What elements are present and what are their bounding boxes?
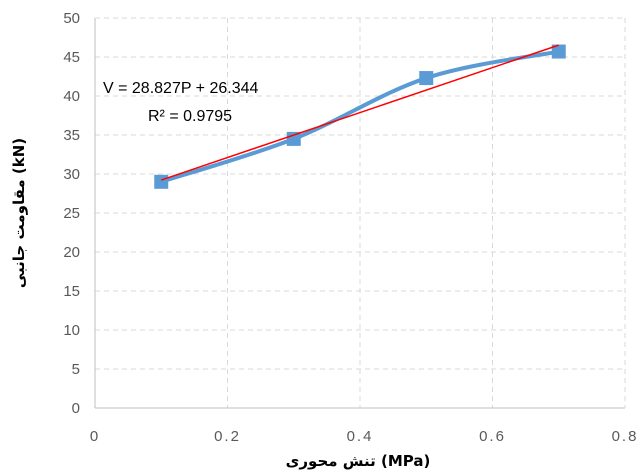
trendline-equation: V = 28.827P + 26.344 [103, 80, 259, 97]
y-axis-title: مقاومت جانبی (kN) [10, 138, 28, 288]
x-tick-label: 0.2 [214, 428, 241, 445]
y-tick-label: 30 [63, 166, 80, 183]
trendline [161, 44, 559, 181]
x-tick-label: 0 [90, 428, 100, 445]
x-tick-labels: 0 0.2 0.4 0.6 0.8 [90, 428, 639, 445]
data-point-marker [286, 131, 301, 146]
y-tick-label: 10 [63, 322, 80, 339]
y-tick-label: 5 [72, 361, 80, 378]
x-tick-label: 0.6 [479, 428, 506, 445]
x-axis-title: تنش محوری (MPa) [286, 452, 431, 470]
data-point-marker [551, 44, 566, 59]
grid [94, 17, 626, 409]
y-tick-labels: 0 5 10 15 20 25 30 35 40 45 50 [63, 10, 80, 417]
y-tick-label: 40 [63, 88, 80, 105]
y-tick-label: 15 [63, 283, 80, 300]
data-point-marker [154, 174, 169, 189]
trendline-r-squared: R² = 0.9795 [148, 108, 232, 125]
y-tick-label: 25 [63, 205, 80, 222]
y-tick-label: 20 [63, 244, 80, 261]
x-tick-label: 0.4 [347, 428, 374, 445]
y-tick-label: 45 [63, 49, 80, 66]
y-tick-label: 0 [72, 400, 80, 417]
y-tick-label: 50 [63, 10, 80, 27]
trendline-layer [161, 44, 559, 181]
series-line [159, 49, 561, 184]
x-tick-label: 0.8 [612, 428, 639, 445]
y-tick-label: 35 [63, 127, 80, 144]
data-point-marker [419, 71, 434, 86]
